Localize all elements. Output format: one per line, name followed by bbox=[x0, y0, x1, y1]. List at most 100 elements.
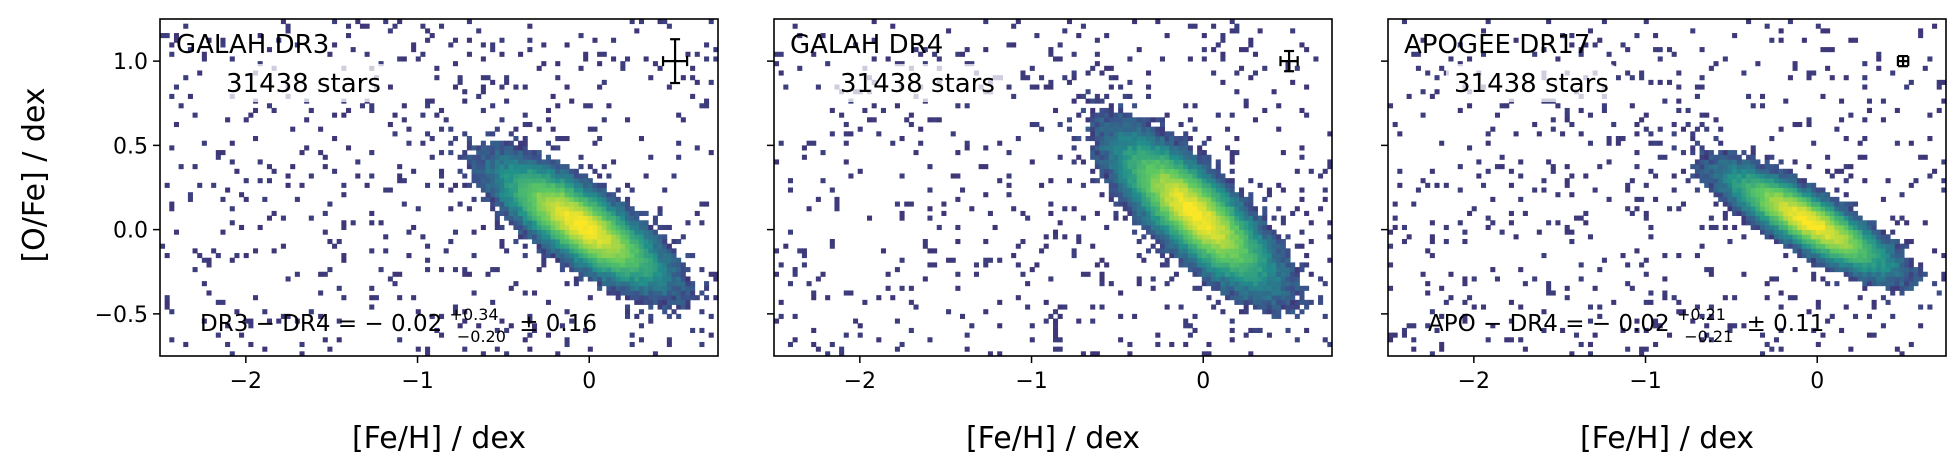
heatmap-cell bbox=[1192, 210, 1198, 216]
heatmap-cell bbox=[1029, 65, 1035, 71]
heatmap-cell bbox=[415, 346, 421, 352]
heatmap-cell bbox=[1834, 210, 1840, 216]
heatmap-cell bbox=[1313, 56, 1319, 62]
heatmap-cell bbox=[583, 229, 589, 235]
heatmap-cell bbox=[550, 201, 556, 207]
heatmap-cell bbox=[1801, 234, 1807, 240]
heatmap-cell bbox=[387, 84, 393, 90]
heatmap-cell bbox=[1741, 164, 1747, 170]
heatmap-cell bbox=[1206, 224, 1212, 231]
heatmap-cell bbox=[1280, 215, 1286, 221]
heatmap-cell bbox=[1815, 206, 1821, 212]
heatmap-cell bbox=[908, 121, 914, 128]
heatmap-cell bbox=[857, 168, 863, 174]
heatmap-cell bbox=[466, 164, 472, 170]
heatmap-cell bbox=[1876, 253, 1882, 259]
heatmap-cell bbox=[1806, 196, 1812, 202]
heatmap-cell bbox=[829, 187, 835, 193]
heatmap-cell bbox=[494, 196, 500, 202]
heatmap-cell bbox=[518, 51, 524, 57]
heatmap-cell bbox=[1146, 136, 1152, 142]
heatmap-cell bbox=[643, 253, 649, 259]
heatmap-cell bbox=[508, 187, 514, 193]
heatmap-cell bbox=[1732, 150, 1738, 156]
heatmap-cell bbox=[1164, 33, 1170, 39]
heatmap-cell bbox=[1871, 299, 1877, 305]
heatmap-cell bbox=[1811, 201, 1817, 207]
heatmap-cell bbox=[694, 210, 700, 216]
heatmap-cell bbox=[848, 173, 854, 179]
heatmap-cell bbox=[1815, 187, 1821, 193]
heatmap-cell bbox=[1532, 51, 1538, 57]
heatmap-cell bbox=[1159, 229, 1165, 235]
heatmap-cell bbox=[666, 257, 672, 263]
heatmap-cell bbox=[522, 150, 528, 156]
heatmap-cell bbox=[220, 299, 226, 305]
heatmap-cell bbox=[1713, 61, 1719, 67]
heatmap-cell bbox=[1090, 168, 1096, 174]
heatmap-cell bbox=[532, 196, 538, 202]
heatmap-cell bbox=[578, 187, 584, 193]
heatmap-cell bbox=[559, 224, 565, 231]
heatmap-cell bbox=[1727, 323, 1733, 329]
heatmap-cell bbox=[685, 290, 691, 296]
heatmap-cell bbox=[1643, 215, 1649, 221]
heatmap-cell bbox=[1388, 103, 1394, 109]
heatmap-cell bbox=[615, 234, 621, 240]
heatmap-cell bbox=[657, 262, 663, 268]
heatmap-cell bbox=[1327, 257, 1333, 263]
heatmap-cell bbox=[1108, 103, 1114, 109]
heatmap-cell bbox=[597, 206, 603, 212]
heatmap-cell bbox=[578, 271, 584, 277]
heatmap-cell bbox=[1736, 168, 1742, 174]
heatmap-cell bbox=[643, 238, 649, 245]
heatmap-cell bbox=[369, 295, 375, 301]
heatmap-cell bbox=[1257, 28, 1263, 34]
heatmap-cell bbox=[1252, 304, 1258, 310]
heatmap-cell bbox=[1722, 201, 1728, 207]
heatmap-cell bbox=[1248, 201, 1254, 207]
heatmap-cell bbox=[266, 178, 272, 184]
heatmap-cell bbox=[1853, 248, 1859, 254]
heatmap-cell bbox=[569, 229, 575, 235]
heatmap-cell bbox=[341, 253, 347, 259]
heatmap-cell bbox=[564, 341, 570, 348]
heatmap-cell bbox=[1601, 107, 1607, 114]
heatmap-cell bbox=[1192, 234, 1198, 240]
heatmap-cell bbox=[927, 187, 933, 193]
heatmap-cell bbox=[1806, 75, 1812, 81]
heatmap-cell bbox=[1643, 210, 1649, 216]
heatmap-cell bbox=[448, 206, 454, 212]
heatmap-cell bbox=[1229, 154, 1235, 160]
heatmap-cell bbox=[1894, 346, 1900, 352]
heatmap-cell bbox=[1173, 243, 1179, 249]
heatmap-cell bbox=[1239, 196, 1245, 202]
heatmap-cell bbox=[1229, 220, 1235, 226]
heatmap-cell bbox=[1690, 145, 1696, 151]
heatmap-cell bbox=[1839, 229, 1845, 235]
heatmap-cell bbox=[1792, 215, 1798, 221]
heatmap-cell bbox=[1178, 262, 1184, 268]
heatmap-cell bbox=[1741, 150, 1747, 156]
heatmap-cell bbox=[1699, 168, 1705, 174]
heatmap-cell bbox=[1513, 131, 1519, 137]
heatmap-cell bbox=[490, 131, 496, 137]
heatmap-cell bbox=[1155, 19, 1161, 25]
heatmap-cell bbox=[1713, 192, 1719, 198]
heatmap-cell bbox=[662, 281, 668, 287]
heatmap-cell bbox=[1057, 56, 1063, 62]
heatmap-cell bbox=[1243, 271, 1249, 277]
heatmap-cell bbox=[592, 196, 598, 202]
heatmap-cell bbox=[411, 42, 417, 48]
heatmap-cell bbox=[1276, 281, 1282, 287]
heatmap-cell bbox=[1257, 271, 1263, 277]
heatmap-cell bbox=[1211, 210, 1217, 216]
heatmap-cell bbox=[611, 196, 617, 202]
heatmap-cell bbox=[1415, 187, 1421, 193]
heatmap-cell bbox=[401, 178, 407, 184]
heatmap-cell bbox=[1234, 238, 1240, 245]
heatmap-cell bbox=[1127, 93, 1133, 99]
heatmap-cell bbox=[1215, 210, 1221, 216]
heatmap-cell bbox=[499, 168, 505, 174]
heatmap-cell bbox=[1132, 178, 1138, 184]
